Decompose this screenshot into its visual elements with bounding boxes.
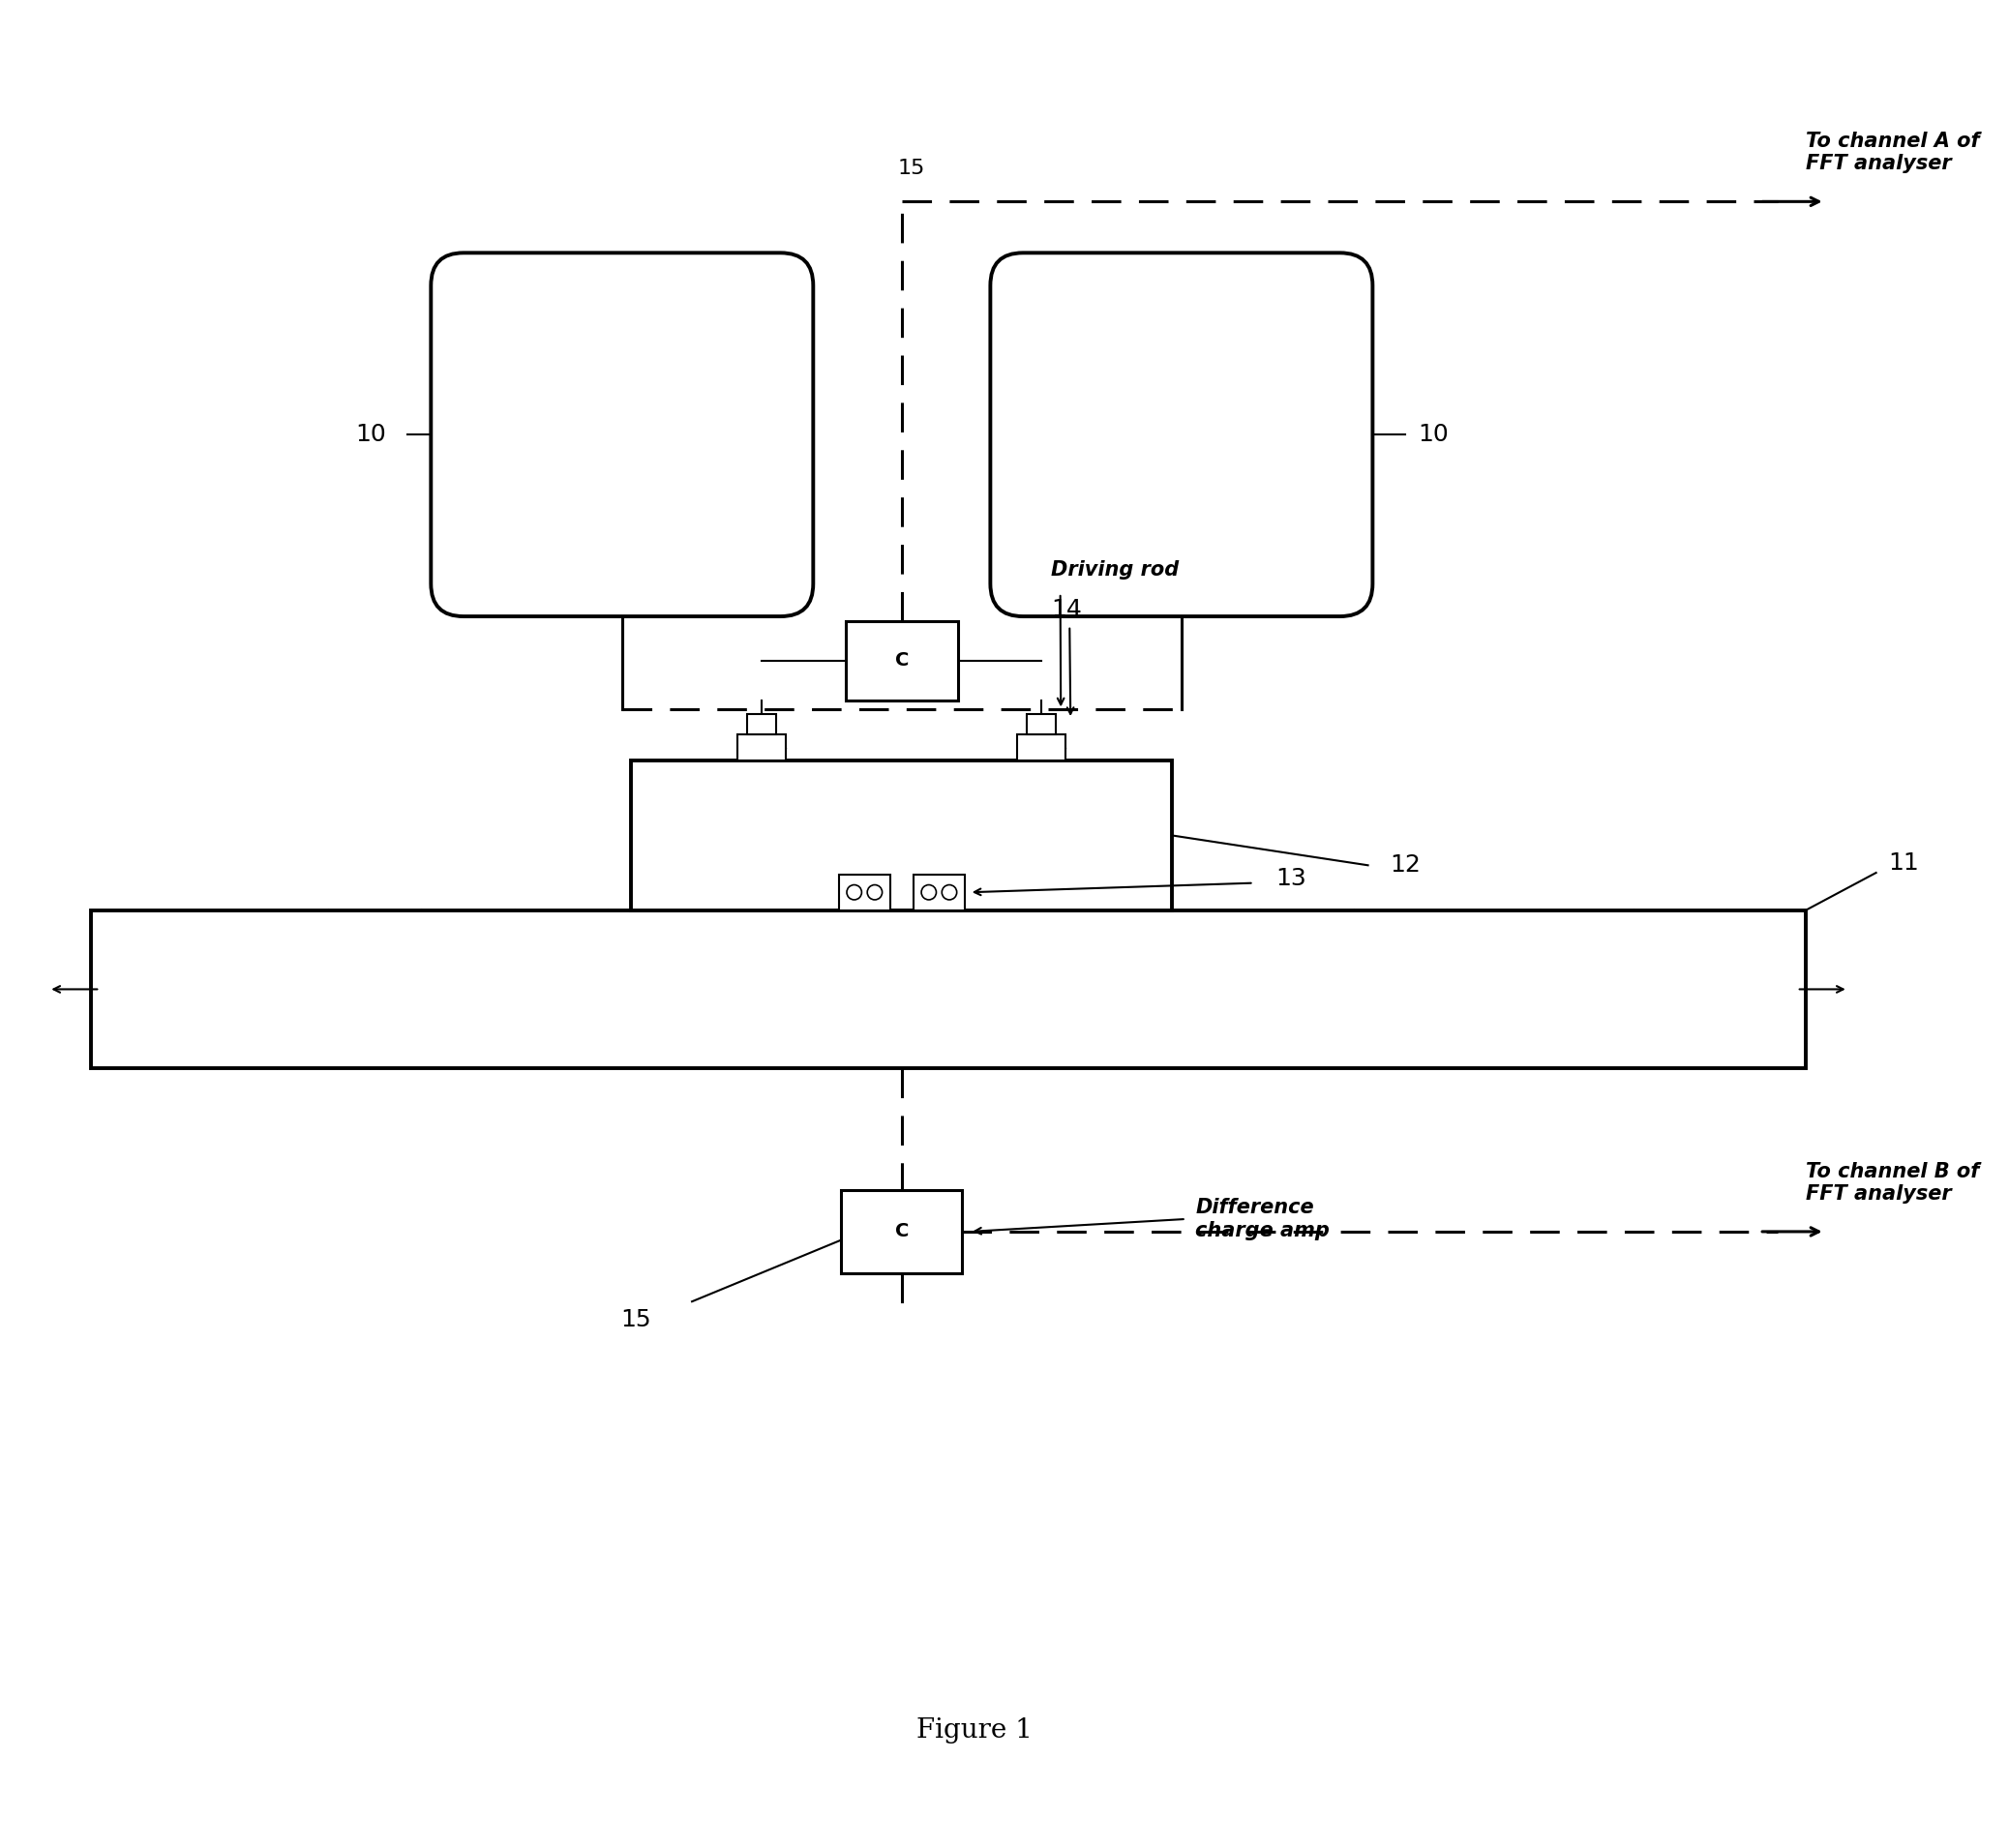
FancyBboxPatch shape xyxy=(990,253,1372,617)
Text: To channel A of
FFT analyser: To channel A of FFT analyser xyxy=(1806,131,1981,174)
Text: 15: 15 xyxy=(621,1308,651,1332)
Bar xyxy=(1017,736,1067,761)
Bar xyxy=(914,874,964,909)
Bar xyxy=(846,621,958,700)
Bar xyxy=(737,736,786,761)
FancyBboxPatch shape xyxy=(432,253,814,617)
Text: 11: 11 xyxy=(1888,852,1919,874)
Text: 10: 10 xyxy=(1418,423,1448,445)
Text: 14: 14 xyxy=(1051,597,1081,621)
Text: C: C xyxy=(894,1222,908,1240)
Text: To channel B of
FFT analyser: To channel B of FFT analyser xyxy=(1806,1162,1979,1203)
Text: C: C xyxy=(894,652,908,669)
Bar xyxy=(747,715,775,736)
Text: Driving rod: Driving rod xyxy=(1051,560,1179,578)
Text: 15: 15 xyxy=(898,159,924,177)
Text: Figure 1: Figure 1 xyxy=(916,1717,1033,1743)
Text: 10: 10 xyxy=(356,423,386,445)
Bar xyxy=(842,1190,962,1273)
Text: Difference
charge amp: Difference charge amp xyxy=(1195,1198,1330,1240)
Text: 13: 13 xyxy=(1276,867,1306,891)
Bar xyxy=(1027,715,1057,736)
Bar xyxy=(90,909,1806,1068)
Bar xyxy=(631,761,1171,909)
Text: 12: 12 xyxy=(1390,854,1420,878)
Bar xyxy=(840,874,890,909)
